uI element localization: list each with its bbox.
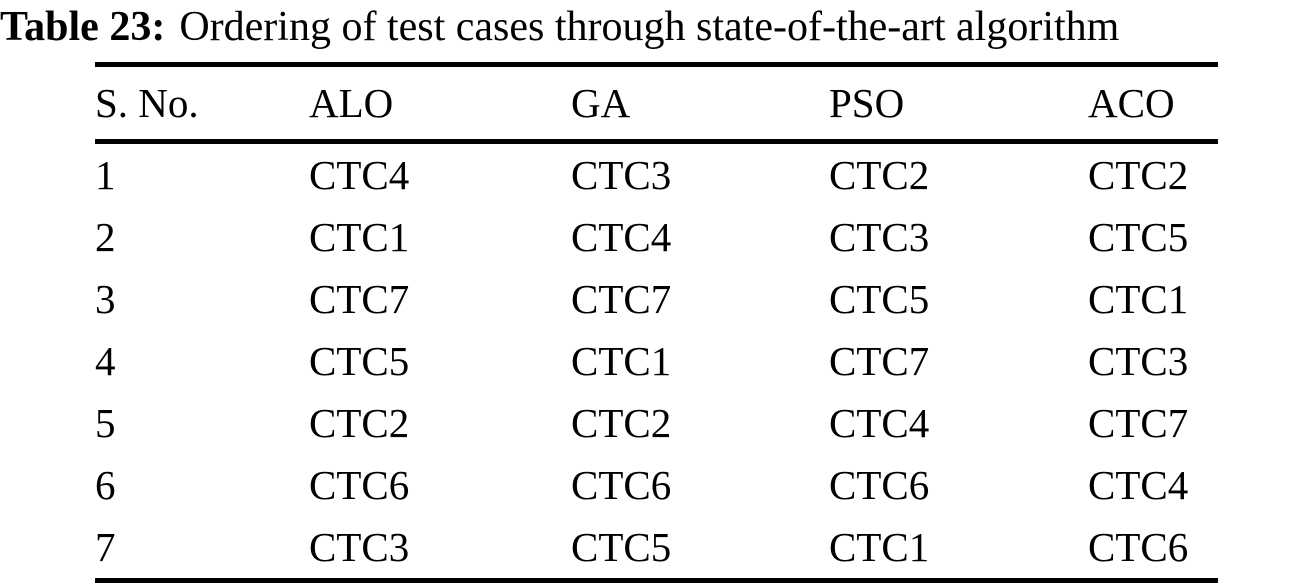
table-cell: CTC1 (571, 338, 672, 384)
table-row: 6 CTC6 CTC6 CTC6 CTC4 (95, 454, 1218, 516)
table-cell: CTC1 (1088, 276, 1189, 322)
table-cell: CTC4 (571, 214, 672, 260)
table-cell: CTC5 (829, 276, 930, 322)
table-caption-label: Table 23: (0, 4, 166, 50)
table-cell: 1 (95, 152, 116, 198)
table-cell: CTC2 (571, 400, 672, 446)
table-cell: CTC7 (571, 276, 672, 322)
table-cell: CTC6 (571, 462, 672, 508)
table-header-row: S. No. ALO GA PSO ACO (95, 64, 1218, 144)
table-cell: 7 (95, 524, 116, 570)
table-caption: Table 23: Ordering of test cases through … (0, 1, 1300, 54)
table-cell: CTC6 (829, 462, 930, 508)
table-cell: 6 (95, 462, 116, 508)
table-cell: CTC2 (309, 400, 410, 446)
table-row: 1 CTC4 CTC3 CTC2 CTC2 (95, 142, 1218, 207)
table-cell: CTC5 (309, 338, 410, 384)
table-caption-text: Ordering of test cases through state-of-… (179, 4, 1120, 50)
column-header-ga: GA (571, 64, 829, 144)
table-row: 3 CTC7 CTC7 CTC5 CTC1 (95, 268, 1218, 330)
table-row: 2 CTC1 CTC4 CTC3 CTC5 (95, 206, 1218, 268)
table-cell: CTC7 (1088, 400, 1189, 446)
table-cell: CTC2 (1088, 152, 1189, 198)
table-cell: CTC3 (1088, 338, 1189, 384)
table-cell: 2 (95, 214, 116, 260)
table-cell: CTC4 (309, 152, 410, 198)
table-cell: 5 (95, 400, 116, 446)
table-cell: CTC2 (829, 152, 930, 198)
table-cell: CTC3 (309, 524, 410, 570)
table-row: 5 CTC2 CTC2 CTC4 CTC7 (95, 392, 1218, 454)
table-cell: CTC4 (829, 400, 930, 446)
table-cell: 3 (95, 276, 116, 322)
column-header-alo: ALO (309, 64, 571, 144)
table-cell: CTC3 (829, 214, 930, 260)
table-row: 4 CTC5 CTC1 CTC7 CTC3 (95, 330, 1218, 392)
table-cell: CTC7 (829, 338, 930, 384)
table-row: 7 CTC3 CTC5 CTC1 CTC6 (95, 516, 1218, 581)
table-cell: CTC6 (309, 462, 410, 508)
table-cell: CTC6 (1088, 524, 1189, 570)
test-case-ordering-table: S. No. ALO GA PSO ACO 1 CTC4 CTC3 CTC2 C… (95, 62, 1218, 583)
column-header-pso: PSO (829, 64, 1088, 144)
table-cell: 4 (95, 338, 116, 384)
table-cell: CTC1 (309, 214, 410, 260)
column-header-aco: ACO (1088, 64, 1218, 144)
table-cell: CTC7 (309, 276, 410, 322)
table-cell: CTC4 (1088, 462, 1189, 508)
table-cell: CTC1 (829, 524, 930, 570)
table-cell: CTC5 (1088, 214, 1189, 260)
column-header-sno: S. No. (95, 64, 309, 144)
table-cell: CTC3 (571, 152, 672, 198)
table-cell: CTC5 (571, 524, 672, 570)
